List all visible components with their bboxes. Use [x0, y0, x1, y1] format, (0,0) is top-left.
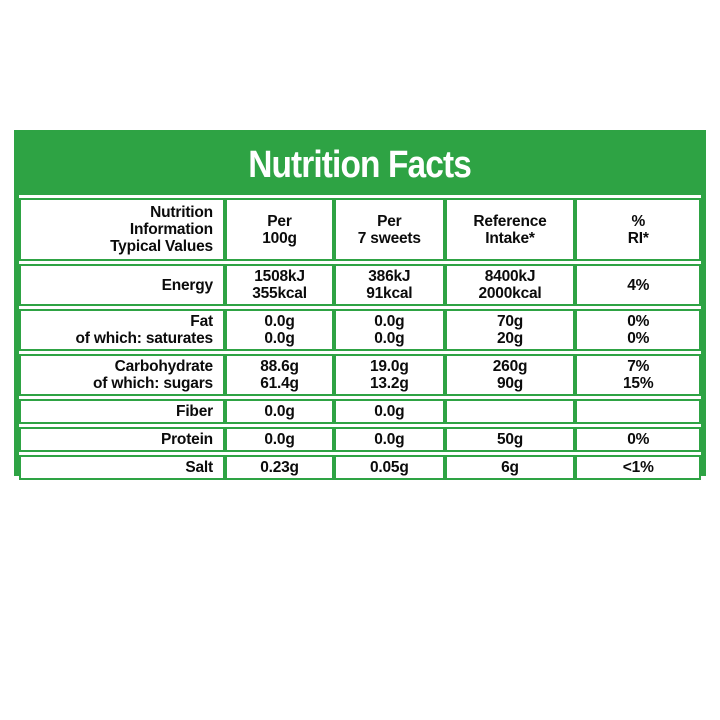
table-header-row: Nutrition Information Typical Values Per…: [19, 198, 701, 261]
row-sublabel: of which: sugars: [93, 375, 213, 392]
value: 61.4g: [260, 375, 299, 392]
value: <1%: [622, 459, 654, 476]
cell-carb-per-serving: 19.0g 13.2g: [334, 354, 445, 396]
table-row-salt: Salt 0.23g 0.05g 6g <1%: [19, 455, 701, 480]
cell-energy-per-serving: 386kJ 91kcal: [334, 264, 445, 306]
value: 8400kJ: [484, 268, 536, 285]
value: 0.0g: [374, 403, 405, 420]
value: 6g: [501, 459, 519, 476]
header-info-line: Information: [129, 221, 213, 238]
value: 15%: [623, 375, 654, 392]
table-row-energy: Energy 1508kJ 355kcal 386kJ 91kcal 8400k…: [19, 264, 701, 306]
value: 0.23g: [260, 459, 299, 476]
value: 20g: [496, 330, 524, 347]
header-cell-reference-intake: Reference Intake*: [444, 198, 576, 261]
cell-fiber-ri: [575, 399, 701, 424]
nutrition-facts-label: Nutrition Facts Nutrition Information Ty…: [14, 130, 706, 480]
table-row-fiber: Fiber 0.0g 0.0g: [19, 399, 701, 424]
row-label: Fat: [190, 313, 213, 330]
cell-carb-label: Carbohydrate of which: sugars: [19, 354, 225, 396]
cell-fat-ri: 0% 0%: [575, 309, 701, 351]
value: 0%: [627, 330, 650, 347]
cell-energy-per100g: 1508kJ 355kcal: [224, 264, 335, 306]
value: 0.0g: [374, 330, 405, 347]
value: 50g: [496, 431, 524, 448]
value: 70g: [496, 313, 524, 330]
cell-protein-per-serving: 0.0g: [334, 427, 445, 452]
value: 19.0g: [369, 358, 409, 375]
cell-fiber-per-serving: 0.0g: [334, 399, 445, 424]
cell-carb-per100g: 88.6g 61.4g: [224, 354, 335, 396]
value: 355kcal: [252, 285, 307, 302]
cell-fiber-label: Fiber: [19, 399, 225, 424]
cell-fiber-reference: [444, 399, 576, 424]
row-label: Salt: [185, 459, 213, 476]
value: 1508kJ: [254, 268, 305, 285]
value: 7%: [627, 358, 650, 375]
row-label: Energy: [161, 276, 214, 294]
row-sublabel: of which: saturates: [75, 330, 214, 347]
table-row-carbohydrate: Carbohydrate of which: sugars 88.6g 61.4…: [19, 354, 701, 396]
value: 88.6g: [260, 358, 299, 375]
value: 13.2g: [369, 375, 409, 392]
row-label: Carbohydrate: [114, 358, 214, 375]
header-serving-line: 7 sweets: [357, 229, 421, 247]
label-header: Nutrition Facts: [19, 135, 701, 195]
cell-fat-label: Fat of which: saturates: [19, 309, 225, 351]
header-info-line: Typical Values: [110, 238, 213, 255]
value: 2000kcal: [478, 285, 542, 302]
value: 260g: [492, 358, 528, 375]
value: 0.0g: [264, 431, 295, 448]
row-label: Fiber: [176, 403, 213, 420]
nutrition-table: Nutrition Information Typical Values Per…: [19, 195, 701, 483]
cell-fat-per-serving: 0.0g 0.0g: [334, 309, 445, 351]
cell-carb-ri: 7% 15%: [575, 354, 701, 396]
label-title: Nutrition Facts: [248, 143, 473, 186]
cell-fat-reference: 70g 20g: [444, 309, 576, 351]
table-row-protein: Protein 0.0g 0.0g 50g 0%: [19, 427, 701, 452]
header-info-line: Nutrition: [150, 204, 213, 221]
value: 91kcal: [366, 285, 413, 302]
header-ri-line: %: [631, 212, 646, 230]
cell-salt-per100g: 0.23g: [224, 455, 335, 480]
value: 0.0g: [264, 403, 295, 420]
value: 0.0g: [264, 313, 295, 330]
cell-energy-ri: 4%: [575, 264, 701, 306]
cell-salt-ri: <1%: [575, 455, 701, 480]
value: 0%: [627, 431, 650, 448]
header-cell-per-100g: Per 100g: [224, 198, 335, 261]
value: 0%: [627, 313, 650, 330]
value: 90g: [496, 375, 524, 392]
header-reference-line: Reference: [473, 212, 547, 230]
cell-protein-reference: 50g: [444, 427, 576, 452]
header-cell-percent-ri: % RI*: [575, 198, 701, 261]
cell-protein-ri: 0%: [575, 427, 701, 452]
value: 4%: [627, 276, 650, 294]
value: 386kJ: [368, 268, 411, 285]
header-cell-info: Nutrition Information Typical Values: [19, 198, 225, 261]
header-serving-line: Per: [377, 212, 402, 230]
value: 0.0g: [374, 431, 405, 448]
cell-energy-label: Energy: [19, 264, 225, 306]
cell-fiber-per100g: 0.0g: [224, 399, 335, 424]
header-cell-per-serving: Per 7 sweets: [334, 198, 445, 261]
row-label: Protein: [160, 431, 213, 448]
header-ri-line: RI*: [627, 229, 649, 247]
header-reference-line: Intake*: [485, 229, 535, 247]
value: 0.0g: [374, 313, 405, 330]
table-row-fat: Fat of which: saturates 0.0g 0.0g 0.0g 0…: [19, 309, 701, 351]
cell-protein-label: Protein: [19, 427, 225, 452]
cell-salt-per-serving: 0.05g: [334, 455, 445, 480]
cell-salt-reference: 6g: [444, 455, 576, 480]
cell-protein-per100g: 0.0g: [224, 427, 335, 452]
value: 0.0g: [264, 330, 295, 347]
header-per100g-line: Per: [267, 212, 292, 230]
cell-fat-per100g: 0.0g 0.0g: [224, 309, 335, 351]
header-per100g-line: 100g: [262, 229, 297, 247]
value: 0.05g: [369, 459, 409, 476]
cell-energy-reference: 8400kJ 2000kcal: [444, 264, 576, 306]
cell-salt-label: Salt: [19, 455, 225, 480]
cell-carb-reference: 260g 90g: [444, 354, 576, 396]
